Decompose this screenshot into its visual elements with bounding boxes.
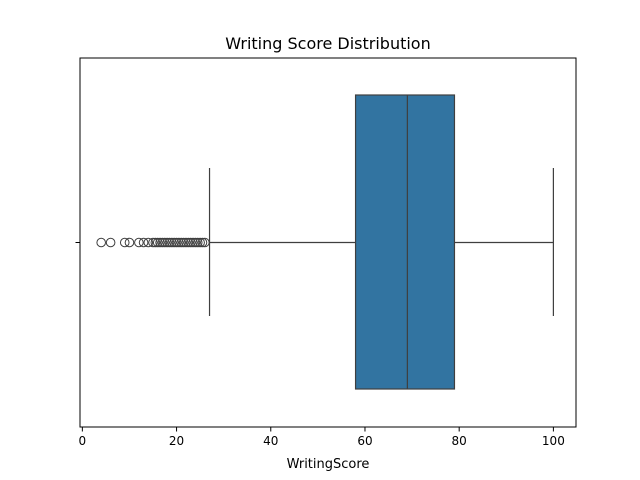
outlier-point bbox=[157, 237, 168, 248]
outlier-point bbox=[169, 237, 180, 248]
outlier-point bbox=[143, 237, 154, 248]
outlier-point bbox=[124, 237, 135, 248]
outlier-point bbox=[105, 237, 116, 248]
outlier-point bbox=[119, 237, 130, 248]
x-tick-label: 0 bbox=[79, 434, 87, 448]
outlier-point bbox=[148, 237, 158, 248]
outlier-point bbox=[200, 237, 210, 248]
outlier-point bbox=[96, 237, 106, 248]
iqr-box bbox=[354, 94, 456, 390]
outlier-point bbox=[188, 237, 198, 248]
outlier-point bbox=[192, 237, 203, 248]
outlier-point bbox=[190, 237, 201, 248]
chart-title: Writing Score Distribution bbox=[225, 34, 430, 53]
outlier-point bbox=[183, 237, 194, 248]
outlier-point bbox=[164, 237, 175, 248]
outlier-point bbox=[174, 237, 184, 248]
x-tick-label: 100 bbox=[542, 434, 565, 448]
x-axis-label: WritingScore bbox=[287, 457, 370, 472]
outlier-point bbox=[176, 237, 187, 248]
outlier-point bbox=[138, 237, 149, 248]
outlier-point bbox=[159, 237, 170, 248]
outlier-point bbox=[185, 237, 196, 248]
outlier-point bbox=[197, 237, 208, 248]
outlier-point bbox=[171, 237, 182, 248]
outlier-point bbox=[162, 237, 172, 248]
outlier-point bbox=[155, 237, 165, 248]
outlier-point bbox=[167, 237, 177, 248]
outlier-point bbox=[134, 237, 144, 248]
x-tick-label: 40 bbox=[263, 434, 278, 448]
outlier-point bbox=[178, 237, 189, 248]
outlier-point bbox=[195, 237, 205, 248]
outlier-point bbox=[181, 237, 191, 248]
x-tick-label: 20 bbox=[169, 434, 184, 448]
outlier-point bbox=[152, 237, 163, 248]
outlier-point bbox=[150, 237, 161, 248]
x-tick-label: 80 bbox=[452, 434, 467, 448]
x-tick-label: 60 bbox=[357, 434, 372, 448]
plot-area bbox=[96, 94, 554, 390]
x-axis: 0 20 40 60 80 100 bbox=[75, 242, 565, 448]
